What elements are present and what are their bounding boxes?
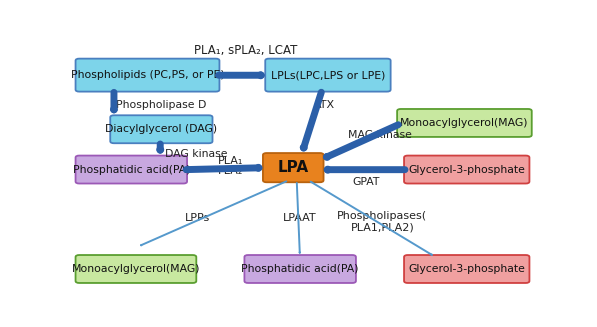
Text: Phospholipids (PC,PS, or PE): Phospholipids (PC,PS, or PE) xyxy=(70,70,224,80)
FancyBboxPatch shape xyxy=(404,255,530,283)
FancyBboxPatch shape xyxy=(397,109,532,137)
Text: ATX: ATX xyxy=(314,100,336,110)
Text: Monoacylglycerol(MAG): Monoacylglycerol(MAG) xyxy=(400,118,529,128)
Text: Monoacylglycerol(MAG): Monoacylglycerol(MAG) xyxy=(72,264,200,274)
FancyBboxPatch shape xyxy=(263,153,324,182)
FancyBboxPatch shape xyxy=(265,59,390,92)
FancyBboxPatch shape xyxy=(76,156,187,183)
Text: PLA₂: PLA₂ xyxy=(218,166,244,177)
Text: Diacylglycerol (DAG): Diacylglycerol (DAG) xyxy=(105,124,217,134)
Text: Phospholipases(
PLA1,PLA2): Phospholipases( PLA1,PLA2) xyxy=(337,211,427,232)
Text: Phospholipase D: Phospholipase D xyxy=(116,100,207,110)
Text: PLA₁: PLA₁ xyxy=(218,156,244,166)
Text: LPPs: LPPs xyxy=(184,213,210,223)
Text: LPLs(LPC,LPS or LPE): LPLs(LPC,LPS or LPE) xyxy=(271,70,385,80)
Text: Glycerol-3-phosphate: Glycerol-3-phosphate xyxy=(408,264,525,274)
Text: DAG kinase: DAG kinase xyxy=(165,149,227,159)
Text: LPA: LPA xyxy=(278,160,309,175)
FancyBboxPatch shape xyxy=(244,255,356,283)
Text: Phosphatidic acid(PA): Phosphatidic acid(PA) xyxy=(73,164,190,175)
Text: Glycerol-3-phosphate: Glycerol-3-phosphate xyxy=(408,164,525,175)
FancyBboxPatch shape xyxy=(404,156,530,183)
Text: MAG kinase: MAG kinase xyxy=(347,130,411,140)
Text: Phosphatidic acid(PA): Phosphatidic acid(PA) xyxy=(241,264,359,274)
FancyBboxPatch shape xyxy=(76,59,220,92)
Text: PLA₁, sPLA₂, LCAT: PLA₁, sPLA₂, LCAT xyxy=(194,44,297,57)
FancyBboxPatch shape xyxy=(76,255,196,283)
Text: LPAAT: LPAAT xyxy=(283,213,317,223)
Text: GPAT: GPAT xyxy=(352,177,380,186)
FancyBboxPatch shape xyxy=(110,115,213,143)
